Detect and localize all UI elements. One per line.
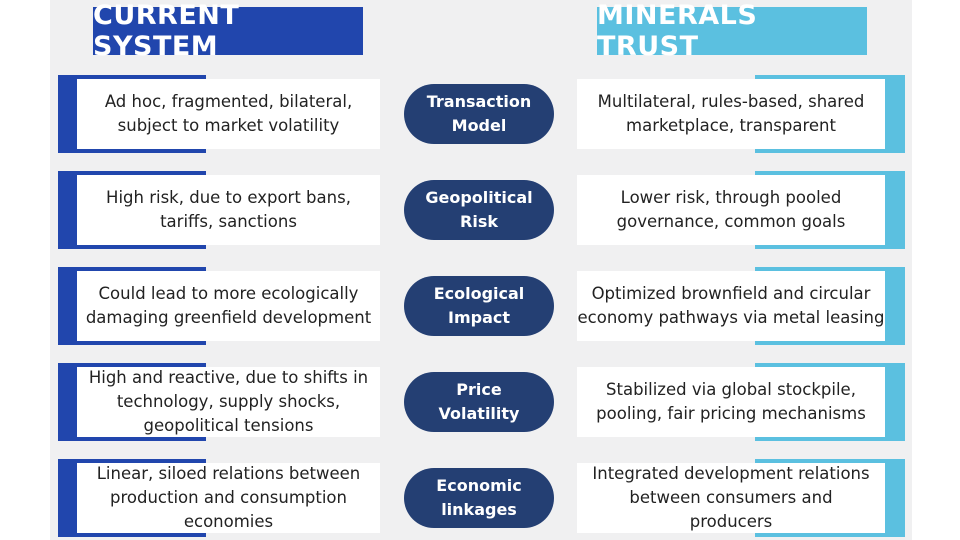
left-card: Ad hoc, fragmented, bilateral, subject to…: [77, 79, 380, 149]
text-line: producers: [689, 512, 773, 531]
text-line: damaging greenfield development: [85, 308, 372, 327]
right-card: Integrated development relations between …: [577, 463, 885, 533]
text-line: technology, supply shocks,: [116, 392, 341, 411]
text-line: Economic: [436, 476, 522, 495]
left-card: High risk, due to export bans, tariffs, s…: [77, 175, 380, 245]
right-header: MINERALS TRUST: [597, 0, 867, 62]
text-line: governance, common goals: [616, 212, 846, 231]
text-line: Geopolitical: [425, 188, 533, 207]
left-header: CURRENT SYSTEM: [93, 0, 363, 62]
text-line: High risk, due to export bans,: [106, 188, 351, 207]
text-line: economy pathways via metal leasing: [577, 308, 885, 327]
right-card: Stabilized via global stockpile, pooling,…: [577, 367, 885, 437]
text-line: marketplace, transparent: [626, 116, 836, 135]
row-label: Transaction Model: [404, 84, 554, 144]
right-card: Lower risk, through pooled governance, co…: [577, 175, 885, 245]
text-line: Price: [456, 380, 502, 399]
text-line: production and consumption: [110, 488, 347, 507]
text-line: Transaction: [426, 92, 532, 111]
text-line: Integrated development relations: [592, 464, 870, 483]
text-line: tariffs, sanctions: [160, 212, 297, 231]
text-line: Ad hoc, fragmented, bilateral,: [104, 92, 353, 111]
text-line: Ecological: [433, 284, 525, 303]
text-line: Lower risk, through pooled: [620, 188, 842, 207]
right-card: Optimized brownfield and circular economy…: [577, 271, 885, 341]
row-label: Ecological Impact: [404, 276, 554, 336]
text-line: Linear, siloed relations between: [96, 464, 361, 483]
text-line: Volatility: [438, 404, 520, 423]
text-line: Model: [451, 116, 507, 135]
text-line: Multilateral, rules-based, shared: [597, 92, 865, 111]
row-label: Geopolitical Risk: [404, 180, 554, 240]
text-line: High and reactive, due to shifts in: [88, 368, 369, 387]
text-line: subject to market volatility: [117, 116, 340, 135]
left-card: Linear, siloed relations between producti…: [77, 463, 380, 533]
text-line: Could lead to more ecologically: [98, 284, 359, 303]
text-line: Risk: [460, 212, 498, 231]
text-line: economies: [183, 512, 274, 531]
text-line: Stabilized via global stockpile,: [606, 380, 856, 399]
text-line: geopolitical tensions: [143, 416, 314, 435]
left-card: Could lead to more ecologically damaging …: [77, 271, 380, 341]
text-line: between consumers and: [629, 488, 833, 507]
text-line: linkages: [441, 500, 517, 519]
text-line: Optimized brownfield and circular: [591, 284, 871, 303]
left-card: High and reactive, due to shifts in techn…: [77, 367, 380, 437]
row-label: Price Volatility: [404, 372, 554, 432]
row-label: Economic linkages: [404, 468, 554, 528]
text-line: pooling, fair pricing mechanisms: [596, 404, 866, 423]
text-line: Impact: [447, 308, 510, 327]
right-card: Multilateral, rules-based, shared marketp…: [577, 79, 885, 149]
